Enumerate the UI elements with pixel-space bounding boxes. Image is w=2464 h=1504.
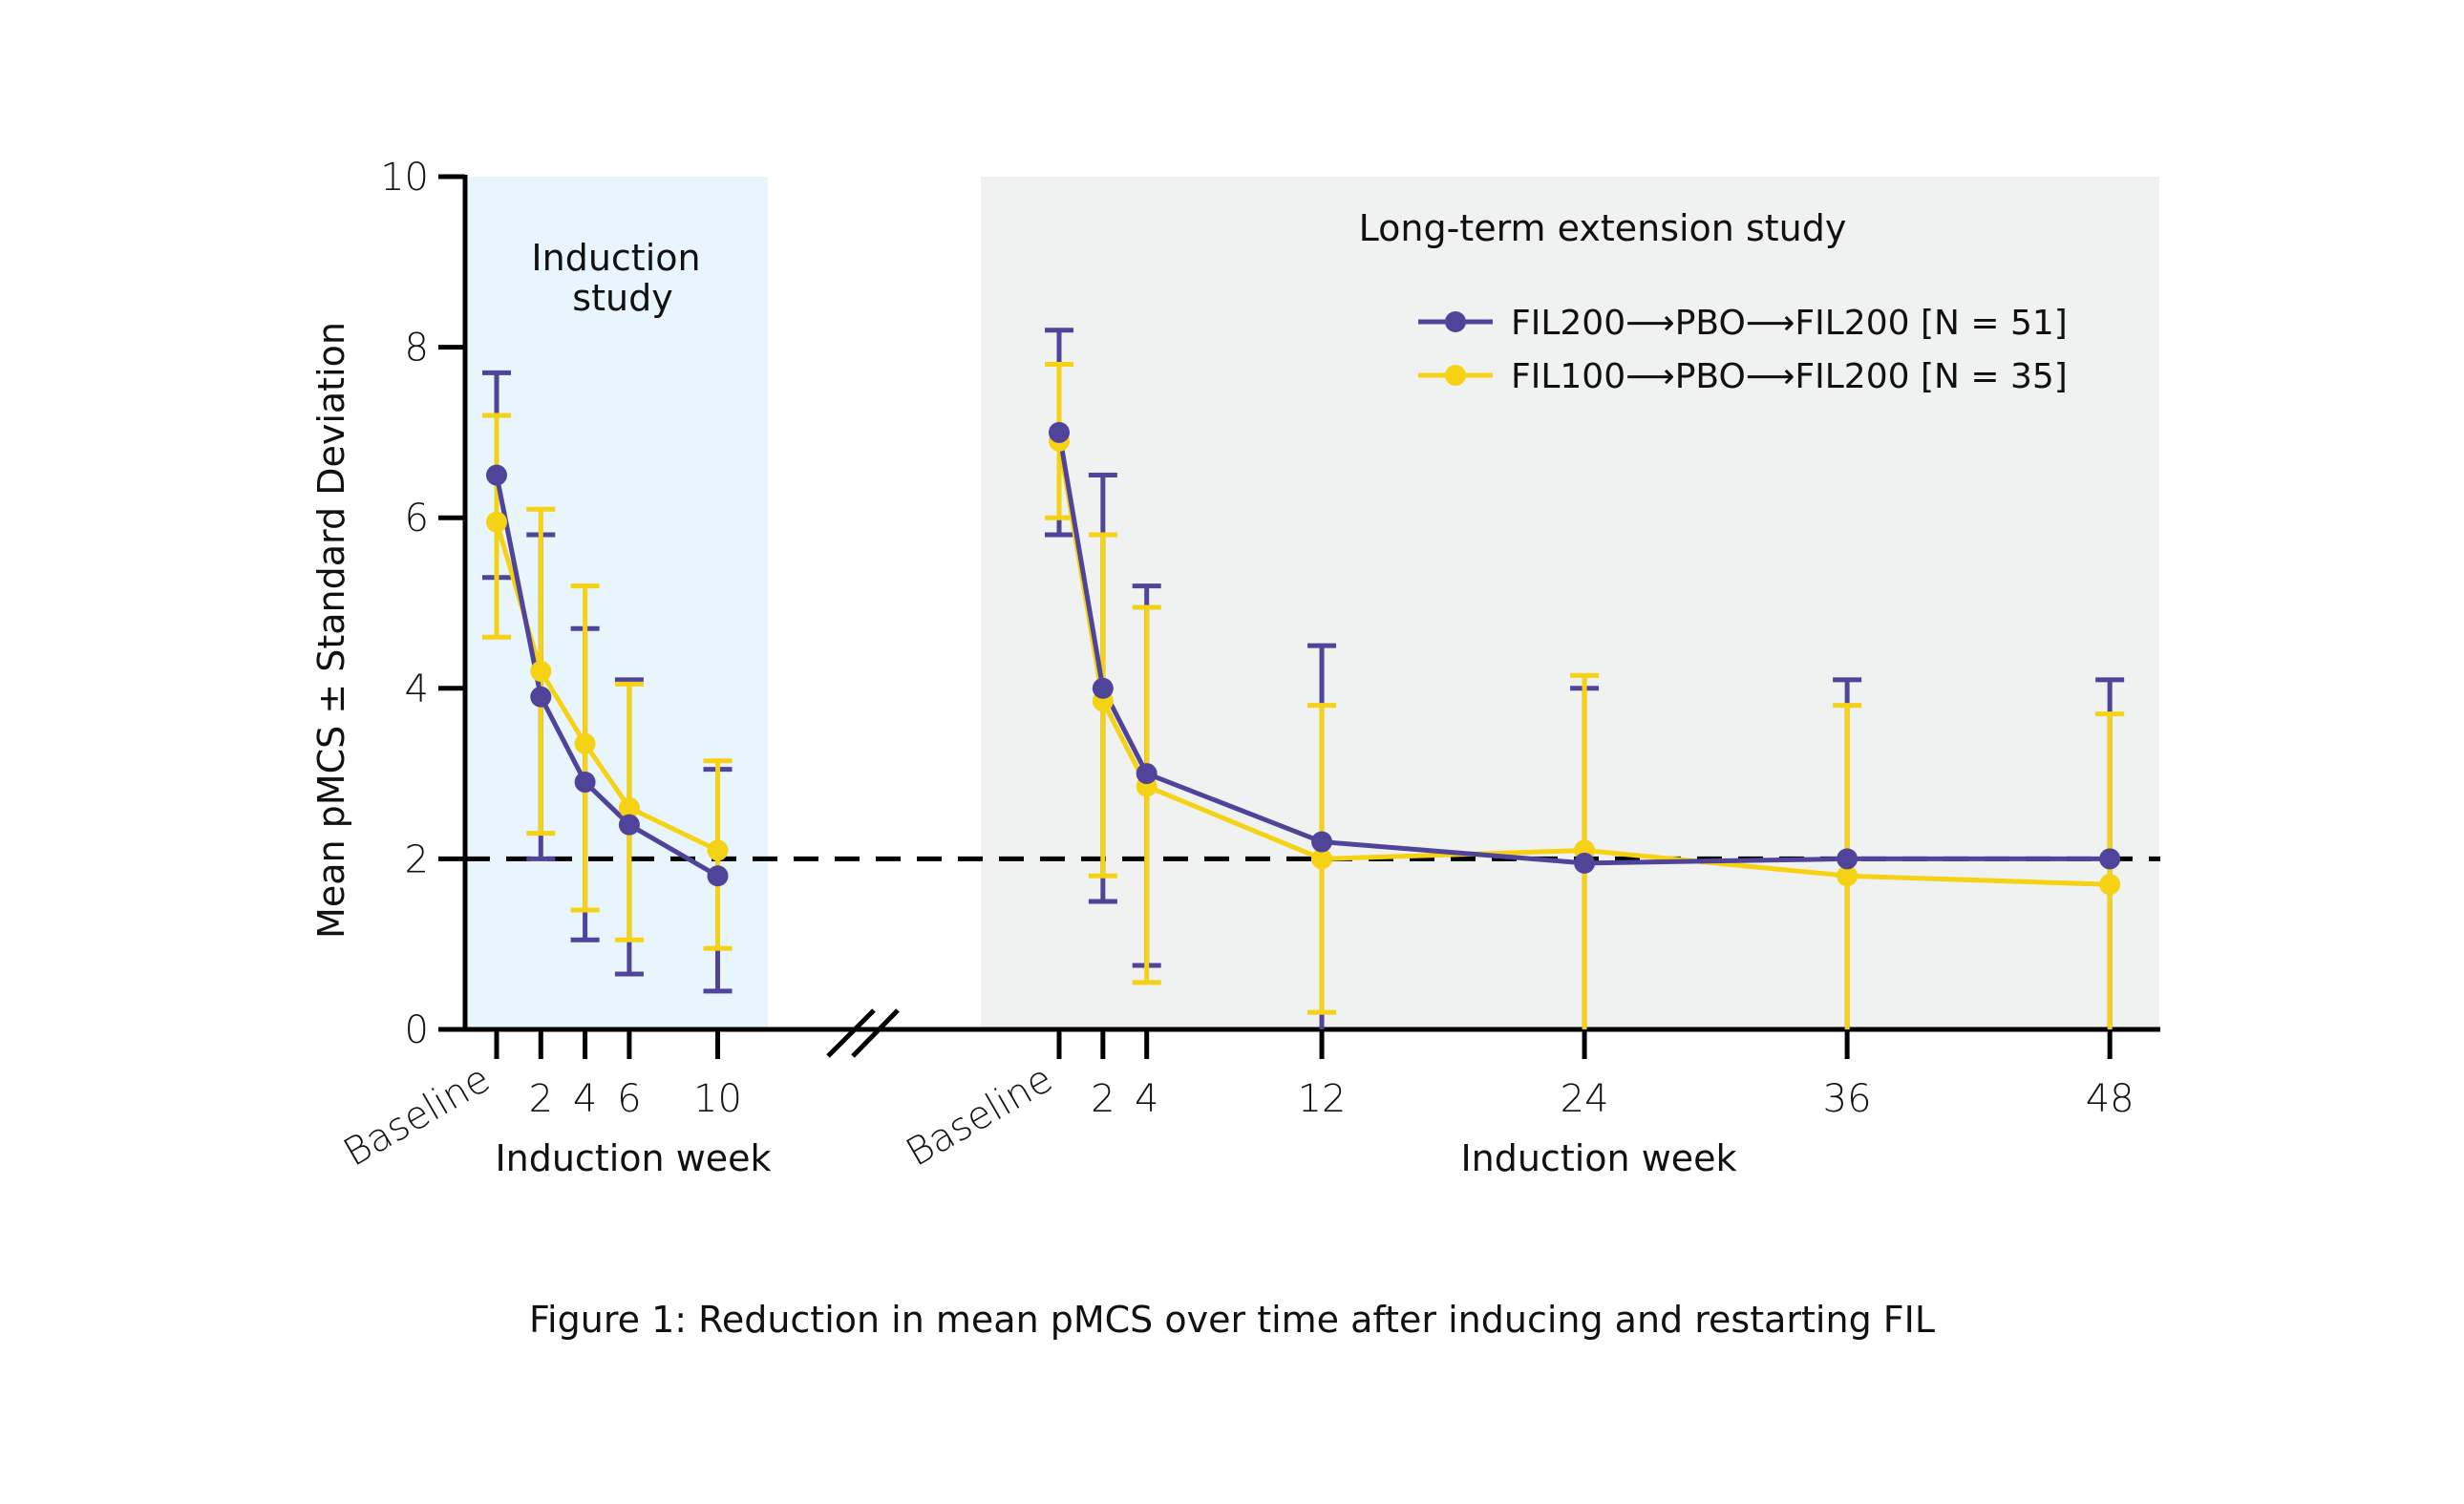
data-point-induction-series-1	[530, 686, 552, 708]
extension-panel-label: Long-term extension study	[1359, 207, 1847, 249]
data-point-extension-series-1	[1574, 852, 1596, 874]
data-point-induction-series-1	[486, 464, 507, 486]
induction-panel-label-line1: Induction	[531, 237, 700, 279]
y-tick-label: 0	[405, 1008, 429, 1052]
x-tick-label-baseline: Baseline	[899, 1057, 1060, 1176]
y-tick-label: 10	[380, 156, 429, 200]
x-tick-label: 24	[1561, 1077, 1609, 1121]
axis-break-mark	[826, 1008, 876, 1058]
data-point-extension-series-1	[1092, 677, 1114, 699]
x-tick-label: 10	[693, 1077, 742, 1121]
data-point-extension-series-1	[1311, 831, 1333, 853]
axis-break-mark	[851, 1008, 900, 1058]
y-tick-label: 6	[405, 497, 429, 540]
legend-marker-series-2	[1445, 365, 1466, 386]
data-point-extension-series-1	[1049, 421, 1070, 443]
x-tick-label: 2	[529, 1077, 553, 1121]
extension-panel-background	[981, 177, 2159, 1029]
data-point-induction-series-2	[707, 839, 729, 861]
legend-label-series-2: FIL100⟶PBO⟶FIL200 [N = 35]	[1511, 357, 2068, 396]
y-tick-label: 8	[405, 327, 429, 371]
x-axis-title-induction: Induction week	[495, 1137, 771, 1179]
x-tick-label: 4	[1135, 1077, 1158, 1121]
figure-caption: Figure 1: Reduction in mean pMCS over ti…	[529, 1299, 1935, 1341]
legend-marker-series-1	[1445, 311, 1466, 332]
series-layer	[482, 328, 2125, 1029]
x-axis-title-extension: Induction week	[1460, 1137, 1736, 1179]
x-tick-label-baseline: Baseline	[336, 1057, 498, 1176]
data-point-induction-series-2	[486, 511, 507, 533]
y-tick-label: 2	[405, 837, 429, 881]
legend-item-series-2: FIL100⟶PBO⟶FIL200 [N = 35]	[1418, 357, 2068, 396]
data-point-extension-series-1	[1837, 848, 1859, 870]
induction-panel-label-line2: study	[572, 277, 672, 319]
x-tick-label: 36	[1823, 1077, 1872, 1121]
x-tick-label: 6	[617, 1077, 641, 1121]
data-point-induction-series-1	[707, 865, 729, 887]
data-point-extension-series-1	[2099, 848, 2121, 870]
x-tick-label: 4	[573, 1077, 597, 1121]
y-tick-label: 4	[405, 667, 429, 711]
panel-backgrounds	[468, 177, 2159, 1029]
data-point-extension-series-1	[1136, 763, 1158, 785]
data-point-extension-series-2	[2099, 874, 2121, 896]
data-point-induction-series-2	[618, 796, 640, 818]
legend-label-series-1: FIL200⟶PBO⟶FIL200 [N = 51]	[1511, 304, 2068, 343]
x-tick-label: 12	[1298, 1077, 1347, 1121]
x-tick-label: 2	[1091, 1077, 1115, 1121]
data-point-extension-series-2	[1837, 865, 1859, 887]
legend-item-series-1: FIL200⟶PBO⟶FIL200 [N = 51]	[1418, 304, 2068, 343]
data-point-induction-series-2	[530, 660, 552, 682]
data-point-induction-series-1	[618, 814, 640, 836]
legend: FIL200⟶PBO⟶FIL200 [N = 51] FIL100⟶PBO⟶FI…	[1418, 304, 2068, 396]
data-point-induction-series-2	[574, 732, 596, 754]
data-point-induction-series-1	[574, 772, 596, 794]
data-point-extension-series-2	[1311, 848, 1333, 870]
y-axis-title: Mean pMCS ± Standard Deviation	[310, 322, 352, 939]
x-tick-label: 48	[2086, 1077, 2135, 1121]
